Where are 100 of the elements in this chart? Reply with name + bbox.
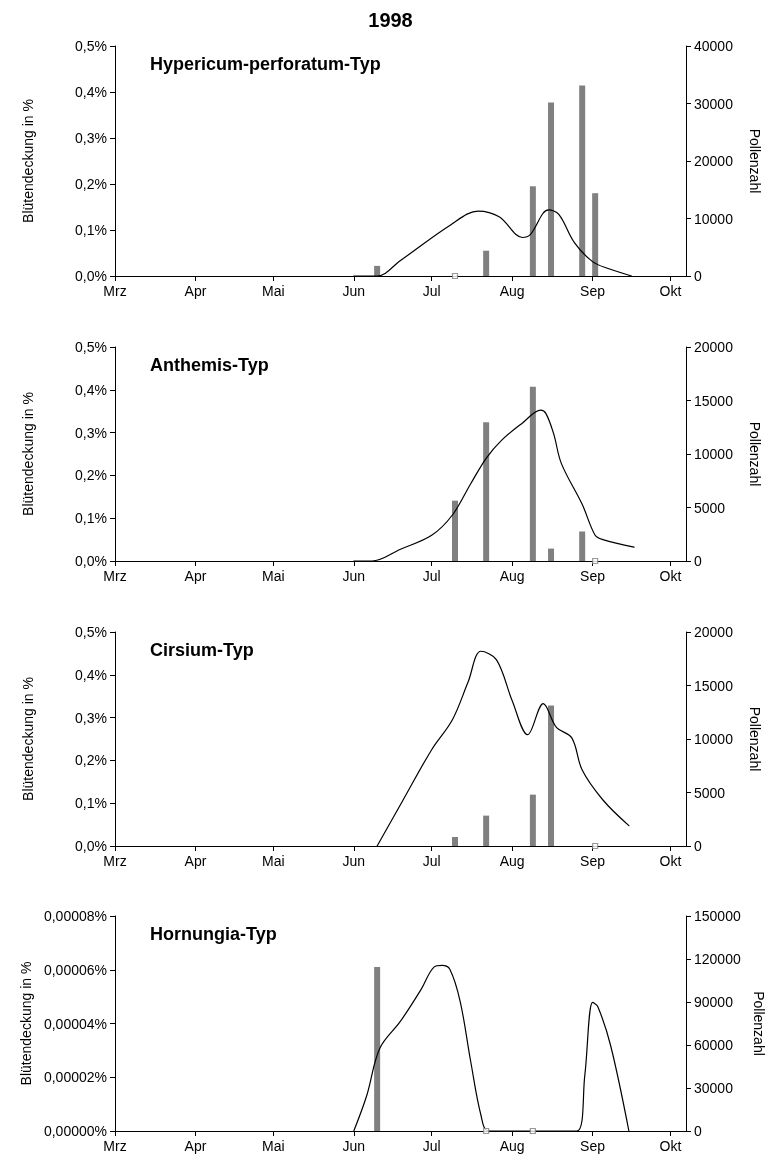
y-tick-label: 0,5% bbox=[75, 339, 107, 355]
y-tick-label: 0,2% bbox=[75, 467, 107, 484]
y-tick-label: 0,2% bbox=[75, 176, 107, 192]
x-tick-label: Mai bbox=[262, 568, 285, 584]
x-tick-label: Jul bbox=[422, 283, 441, 299]
x-tick-label: Aug bbox=[499, 568, 525, 584]
x-tick-label: Okt bbox=[659, 568, 682, 584]
y-tick-label: 0,0% bbox=[75, 268, 107, 284]
x-tick-label: Sep bbox=[580, 853, 606, 869]
y2-tick-label: 20000 bbox=[694, 153, 734, 169]
bar bbox=[579, 85, 586, 276]
y2-tick-label: 0 bbox=[694, 1123, 702, 1139]
bar bbox=[529, 794, 536, 846]
y2-tick-label: 90000 bbox=[694, 994, 734, 1010]
x-tick-label: Jun bbox=[342, 1138, 366, 1154]
y2-tick-label: 0 bbox=[694, 553, 702, 569]
y-tick-label: 0,2% bbox=[75, 752, 107, 769]
y2-tick-label: 40000 bbox=[694, 38, 734, 54]
x-tick-label: Aug bbox=[499, 283, 525, 299]
y-tick-label: 0,5% bbox=[75, 38, 107, 54]
bar bbox=[548, 705, 555, 846]
x-tick-label: Sep bbox=[580, 568, 606, 584]
y-tick-label: 0,00002% bbox=[43, 1069, 107, 1086]
x-tick-label: Okt bbox=[659, 283, 682, 299]
y-axis-title: Blütendeckung in % bbox=[20, 99, 36, 223]
y-tick-label: 0,1% bbox=[75, 510, 107, 527]
y-tick-label: 0,3% bbox=[75, 424, 107, 441]
x-tick-label: Mrz bbox=[103, 283, 127, 299]
bar bbox=[483, 422, 490, 561]
x-tick-label: Apr bbox=[184, 568, 207, 584]
y-tick-label: 0,1% bbox=[75, 795, 107, 812]
bar bbox=[579, 531, 586, 561]
x-tick-label: Jun bbox=[342, 283, 366, 299]
x-tick-label: Okt bbox=[659, 1138, 682, 1154]
y-axis-title: Blütendeckung in % bbox=[20, 392, 36, 516]
chart-title: Hornungia-Typ bbox=[150, 924, 277, 944]
y2-tick-label: 10000 bbox=[694, 446, 734, 462]
chart-title: Cirsium-Typ bbox=[150, 640, 254, 660]
text: 1998 bbox=[368, 9, 413, 31]
y-tick-label: 0,4% bbox=[75, 381, 107, 398]
y-tick-label: 0,4% bbox=[75, 84, 107, 100]
y-tick-label: 0,0% bbox=[75, 838, 107, 854]
x-tick-label: Apr bbox=[184, 283, 207, 299]
bar bbox=[548, 102, 555, 276]
y-tick-label: 0,00000% bbox=[43, 1123, 107, 1139]
y2-tick-label: 5000 bbox=[694, 784, 726, 801]
x-tick-label: Mai bbox=[262, 1138, 285, 1154]
y2-tick-label: 150000 bbox=[694, 908, 741, 924]
y2-tick-label: 60000 bbox=[694, 1037, 734, 1053]
y-tick-label: 0,00008% bbox=[43, 908, 107, 924]
x-tick-label: Sep bbox=[580, 283, 606, 299]
bar bbox=[483, 815, 490, 846]
y2-tick-label: 10000 bbox=[694, 731, 734, 747]
bar bbox=[529, 186, 536, 276]
y-tick-label: 0,0% bbox=[75, 553, 107, 569]
x-tick-label: Sep bbox=[580, 1138, 606, 1154]
y-tick-label: 0,5% bbox=[75, 624, 107, 640]
x-tick-label: Mrz bbox=[103, 853, 127, 869]
x-tick-label: Mrz bbox=[103, 568, 127, 584]
y-tick-label: 0,3% bbox=[75, 130, 107, 146]
x-tick-label: Apr bbox=[184, 1138, 207, 1154]
y-tick-label: 0,00004% bbox=[43, 1015, 107, 1032]
y2-axis-title: Pollenzahl bbox=[747, 128, 763, 194]
y2-tick-label: 0 bbox=[694, 268, 702, 284]
x-tick-label: Okt bbox=[659, 853, 682, 869]
x-tick-label: Jul bbox=[422, 1138, 441, 1154]
y2-axis-title: Pollenzahl bbox=[750, 991, 767, 1056]
y-tick-label: 0,1% bbox=[75, 222, 107, 238]
x-tick-label: Jun bbox=[342, 853, 366, 869]
x-tick-label: Apr bbox=[184, 853, 207, 869]
y2-tick-label: 30000 bbox=[694, 1080, 734, 1096]
y-tick-label: 0,3% bbox=[75, 709, 107, 726]
y2-tick-label: 15000 bbox=[694, 677, 734, 694]
x-tick-label: Jun bbox=[342, 568, 366, 584]
x-tick-label: Mai bbox=[262, 283, 285, 299]
x-tick-label: Jul bbox=[422, 853, 441, 869]
bar bbox=[529, 386, 536, 561]
y-tick-label: 0,00006% bbox=[43, 961, 107, 978]
y2-tick-label: 0 bbox=[694, 838, 702, 854]
y2-tick-label: 120000 bbox=[694, 951, 741, 967]
bar bbox=[452, 500, 458, 561]
bar bbox=[592, 193, 599, 276]
y-axis-title: Blütendeckung in % bbox=[18, 961, 35, 1086]
y-tick-label: 0,4% bbox=[75, 666, 107, 683]
y2-tick-label: 20000 bbox=[694, 339, 734, 355]
y2-axis-title: Pollenzahl bbox=[747, 421, 763, 487]
y2-tick-label: 15000 bbox=[694, 392, 734, 409]
y-axis-title: Blütendeckung in % bbox=[20, 677, 36, 801]
bar bbox=[452, 837, 458, 846]
chart-title: Hypericum-perforatum-Typ bbox=[150, 54, 381, 74]
x-tick-label: Aug bbox=[499, 1138, 525, 1154]
bar bbox=[548, 548, 555, 561]
y2-axis-title: Pollenzahl bbox=[747, 706, 763, 772]
y2-tick-label: 10000 bbox=[694, 210, 734, 227]
x-tick-label: Mrz bbox=[103, 1138, 127, 1154]
x-tick-label: Jul bbox=[422, 568, 441, 584]
y2-tick-label: 5000 bbox=[694, 499, 726, 516]
y2-tick-label: 20000 bbox=[694, 624, 734, 640]
x-tick-label: Mai bbox=[262, 853, 285, 869]
bar bbox=[483, 250, 490, 276]
